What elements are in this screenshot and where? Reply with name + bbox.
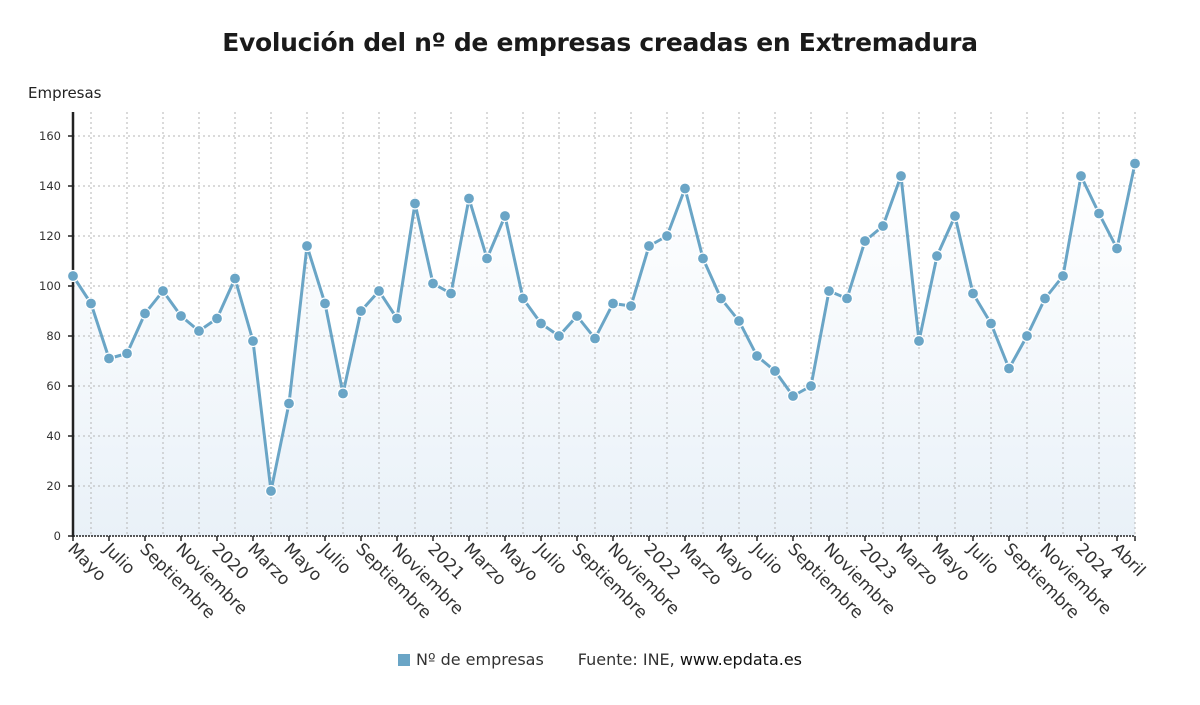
data-point [246, 334, 260, 348]
area-fill-path [73, 163, 1135, 536]
data-point [156, 284, 170, 298]
y-tick-label: 0 [54, 529, 61, 543]
data-point [1056, 269, 1070, 283]
data-point [228, 272, 242, 285]
data-point [1020, 329, 1034, 343]
data-point [480, 252, 494, 265]
data-point [174, 309, 188, 323]
data-point [1038, 292, 1052, 305]
data-point [912, 334, 926, 348]
data-point [948, 209, 962, 223]
data-point [984, 317, 998, 330]
x-tick-label: Abril [1107, 539, 1149, 581]
area-fill [73, 163, 1135, 536]
data-point [642, 239, 656, 253]
y-tick-label: 140 [39, 179, 61, 193]
source-link[interactable]: www.epdata.es [679, 650, 803, 669]
data-point [606, 297, 620, 310]
data-point [66, 269, 80, 283]
data-point [930, 249, 944, 263]
data-point [966, 287, 980, 300]
data-point [822, 284, 836, 298]
data-point [1128, 157, 1142, 170]
x-tick-label: Mayo [63, 539, 109, 585]
data-point [138, 307, 152, 320]
data-point [300, 239, 314, 253]
data-points [66, 157, 1142, 498]
data-point [336, 387, 350, 400]
y-tick-label: 100 [39, 279, 61, 293]
data-point [660, 229, 674, 243]
data-point [408, 197, 422, 210]
data-point [120, 347, 134, 360]
data-point [624, 299, 638, 313]
data-point [444, 287, 458, 300]
source-text: Fuente: INE, [577, 650, 675, 669]
legend: Nº de empresas Fuente: INE, www.epdata.es [0, 650, 1200, 669]
y-tick-label: 80 [46, 329, 61, 343]
data-point [102, 352, 116, 365]
series-line [71, 163, 1137, 493]
data-point [750, 349, 764, 363]
y-tick-label: 40 [46, 429, 61, 443]
data-point [318, 297, 332, 310]
data-point [786, 389, 800, 403]
data-point [768, 364, 782, 378]
line-chart: 0 20 40 60 80 100 120 140 160 MayoJulioSeptiembr… [39, 112, 1149, 623]
data-point [210, 312, 224, 325]
grid [73, 112, 1136, 536]
data-point [1110, 242, 1124, 255]
data-point [840, 292, 854, 305]
data-point [678, 182, 692, 195]
data-point [1092, 207, 1106, 220]
x-tick-labels: MayoJulioSeptiembreNoviembre2020MarzoMay… [63, 539, 1149, 623]
data-point [876, 219, 890, 233]
data-point [534, 317, 548, 330]
legend-swatch [397, 654, 410, 666]
data-point [426, 277, 440, 290]
y-tick-label: 160 [39, 129, 61, 143]
y-tick-label: 60 [46, 379, 61, 393]
data-point [390, 312, 404, 325]
data-point [570, 309, 584, 323]
data-point [516, 292, 530, 305]
data-point [462, 192, 476, 205]
data-point [858, 234, 872, 248]
data-point [588, 332, 602, 345]
data-point [372, 284, 386, 298]
data-point [282, 397, 296, 410]
data-point [714, 292, 728, 305]
data-point [354, 304, 368, 318]
axes [68, 112, 1136, 541]
y-tick-label: 20 [46, 479, 61, 493]
y-tick-label: 120 [39, 229, 61, 243]
y-tick-labels: 0 20 40 60 80 100 120 140 160 [39, 129, 61, 543]
data-point [552, 329, 566, 343]
series-polyline [71, 163, 1137, 493]
data-point [192, 324, 206, 338]
data-point [696, 252, 710, 265]
legend-label: Nº de empresas [415, 650, 544, 669]
data-point [84, 297, 98, 310]
data-point [498, 209, 512, 223]
data-point [804, 379, 818, 393]
data-point [264, 484, 278, 498]
data-point [1074, 169, 1088, 183]
data-point [894, 169, 908, 183]
chart-title: Evolución del nº de empresas creadas en … [222, 28, 978, 57]
data-point [732, 314, 746, 328]
data-point [1002, 362, 1016, 375]
y-axis-label: Empresas [28, 84, 102, 102]
